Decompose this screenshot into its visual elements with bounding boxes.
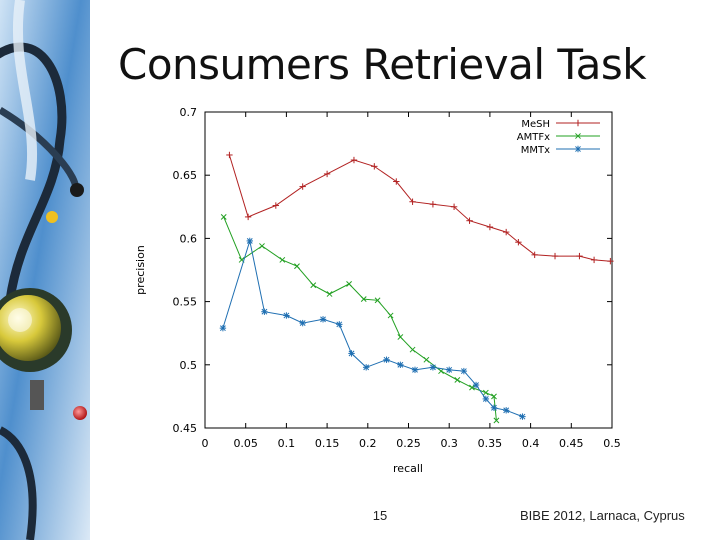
data-point bbox=[346, 280, 352, 287]
y-tick-label: 0.5 bbox=[180, 359, 198, 372]
data-point bbox=[323, 170, 331, 178]
data-point bbox=[310, 282, 317, 289]
series-mesh bbox=[226, 151, 614, 265]
data-point bbox=[283, 312, 290, 319]
data-point bbox=[336, 321, 343, 328]
data-point bbox=[466, 217, 473, 224]
data-point bbox=[590, 256, 598, 264]
data-point bbox=[482, 395, 490, 403]
data-point bbox=[469, 384, 475, 391]
data-point bbox=[409, 346, 416, 353]
data-point bbox=[411, 366, 419, 374]
data-point bbox=[397, 361, 404, 368]
slide-title: Consumers Retrieval Task bbox=[118, 40, 647, 89]
data-point bbox=[259, 243, 265, 249]
y-axis-label: precision bbox=[134, 245, 147, 295]
conference-footer: BIBE 2012, Larnaca, Cyprus bbox=[520, 508, 685, 523]
y-tick-label: 0.6 bbox=[180, 232, 198, 245]
data-point bbox=[454, 377, 461, 383]
data-point bbox=[279, 256, 286, 263]
series-mmtx bbox=[219, 237, 526, 420]
data-point bbox=[423, 356, 430, 363]
x-tick-label: 0.3 bbox=[440, 437, 458, 450]
slide-decoration bbox=[0, 0, 90, 540]
data-point bbox=[576, 252, 583, 260]
x-tick-label: 0.5 bbox=[603, 437, 621, 450]
x-axis-label: recall bbox=[393, 462, 423, 475]
data-point bbox=[360, 296, 367, 302]
data-point bbox=[490, 404, 498, 411]
data-point bbox=[429, 201, 437, 208]
data-point bbox=[244, 213, 252, 221]
data-point bbox=[482, 389, 489, 396]
data-point bbox=[446, 366, 453, 374]
data-point bbox=[438, 368, 444, 375]
data-point bbox=[371, 163, 378, 170]
stethoscope-decoration-image bbox=[0, 0, 90, 540]
data-point bbox=[319, 316, 327, 323]
data-point bbox=[220, 213, 227, 220]
data-point bbox=[261, 308, 268, 315]
data-point bbox=[502, 228, 510, 236]
data-point bbox=[472, 381, 480, 389]
x-tick-label: 0.05 bbox=[233, 437, 258, 450]
data-point bbox=[429, 364, 437, 371]
x-tick-label: 0.15 bbox=[315, 437, 340, 450]
y-tick-label: 0.7 bbox=[180, 106, 198, 119]
data-point bbox=[246, 237, 253, 245]
x-tick-label: 0.25 bbox=[396, 437, 421, 450]
axis-ticks: 0 0.05 0.1 0.15 0.2 0.25 0.3 0.35 0.4 0.45 0.5 0.45… bbox=[173, 106, 621, 450]
data-point bbox=[460, 367, 468, 375]
data-point bbox=[350, 156, 358, 164]
data-point bbox=[486, 223, 494, 231]
data-point bbox=[374, 297, 381, 304]
series-layer bbox=[219, 151, 614, 424]
data-point bbox=[607, 257, 614, 265]
x-tick-label: 0.35 bbox=[478, 437, 503, 450]
data-point bbox=[491, 393, 497, 400]
data-point bbox=[531, 251, 538, 259]
series-amtfx bbox=[220, 213, 500, 424]
series-line-mesh bbox=[228, 154, 611, 262]
legend-label: MeSH bbox=[521, 119, 550, 130]
data-point bbox=[450, 203, 458, 210]
data-point bbox=[393, 178, 400, 185]
x-tick-label: 0.4 bbox=[522, 437, 540, 450]
series-line-amtfx bbox=[223, 216, 497, 421]
plot-area bbox=[204, 111, 613, 429]
precision-recall-chart: 0 0.05 0.1 0.15 0.2 0.25 0.3 0.35 0.4 0.45 0.5 0.45… bbox=[134, 106, 621, 475]
data-point bbox=[219, 324, 227, 332]
legend-marker bbox=[575, 133, 581, 139]
x-tick-label: 0.45 bbox=[559, 437, 584, 450]
data-point bbox=[272, 202, 280, 209]
data-point bbox=[409, 198, 416, 205]
legend: MeSH AMTFx MMTx bbox=[517, 119, 600, 156]
legend-marker bbox=[574, 119, 582, 127]
y-tick-label: 0.55 bbox=[173, 296, 198, 309]
page-number: 15 bbox=[372, 508, 388, 523]
data-point bbox=[326, 291, 333, 297]
data-point bbox=[294, 263, 300, 270]
data-point bbox=[387, 312, 394, 319]
y-tick-label: 0.65 bbox=[173, 169, 198, 182]
data-point bbox=[519, 413, 526, 420]
legend-label: AMTFx bbox=[517, 132, 550, 143]
data-point bbox=[551, 252, 559, 260]
data-point bbox=[383, 356, 390, 363]
data-point bbox=[299, 319, 306, 327]
x-tick-label: 0 bbox=[202, 437, 209, 450]
data-point bbox=[493, 417, 500, 424]
data-point bbox=[397, 334, 404, 340]
data-point bbox=[299, 183, 306, 190]
x-tick-label: 0.1 bbox=[278, 437, 296, 450]
data-point bbox=[502, 407, 510, 414]
data-point bbox=[515, 238, 522, 246]
data-point bbox=[348, 350, 355, 357]
x-tick-label: 0.2 bbox=[359, 437, 377, 450]
legend-label: MMTx bbox=[521, 145, 550, 156]
data-point bbox=[362, 364, 370, 371]
y-tick-label: 0.45 bbox=[173, 422, 198, 435]
legend-marker bbox=[574, 145, 582, 153]
data-point bbox=[226, 151, 233, 159]
